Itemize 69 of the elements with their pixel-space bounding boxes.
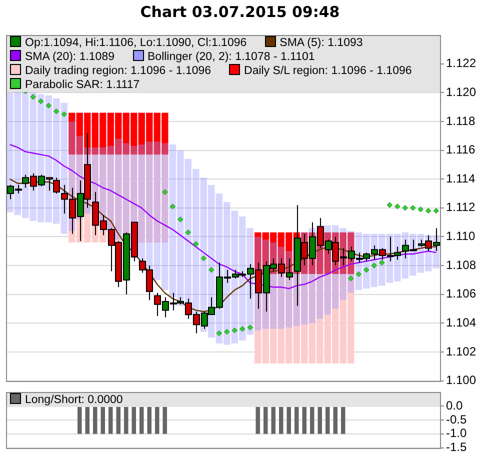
point	[426, 208, 432, 214]
point	[208, 267, 214, 273]
point	[348, 276, 354, 282]
bar	[169, 144, 176, 298]
point	[54, 108, 60, 114]
point	[418, 206, 424, 212]
y-tick-label: -1.5	[446, 440, 468, 454]
bar	[340, 228, 346, 300]
bar	[239, 216, 246, 340]
chart-title: Chart 03.07.2015 09:48	[139, 3, 341, 21]
y-tick-label: 1.122	[446, 56, 476, 70]
legend-label: Parabolic SAR: 1.1117	[24, 78, 140, 92]
point	[394, 204, 400, 210]
legend-label: Daily trading region: 1.1096 - 1.1096	[24, 64, 212, 78]
y-tick-label: 1.112	[446, 200, 476, 214]
legend-label: SMA (20): 1.1089	[24, 50, 114, 64]
point	[185, 230, 191, 236]
y-tick-label: 1.116	[446, 142, 476, 157]
y-tick-label: 1.102	[446, 344, 476, 358]
y-tick-label: 1.100	[446, 373, 476, 388]
point	[61, 111, 67, 118]
point	[402, 205, 408, 211]
legend-label: Long/Short: 0.0000	[24, 393, 123, 408]
bar	[162, 143, 168, 290]
bar	[45, 96, 52, 222]
bar	[224, 202, 230, 345]
bar	[154, 142, 160, 280]
y-tick-label: 0.0	[446, 398, 464, 412]
y-tick-label: 1.110	[446, 229, 476, 244]
y-tick-label: -1.0	[446, 426, 468, 440]
y-tick-label: 1.118	[446, 114, 476, 128]
bar	[177, 150, 184, 306]
bar	[192, 169, 200, 324]
point	[216, 330, 222, 336]
y-tick-label: 1.106	[446, 286, 476, 301]
point	[46, 102, 52, 108]
point	[379, 260, 385, 266]
point	[371, 262, 377, 268]
point	[410, 205, 416, 211]
point	[170, 204, 176, 210]
point	[193, 241, 199, 247]
point	[200, 255, 206, 262]
y-tick-label: 1.104	[446, 315, 476, 330]
legend-label: SMA (5): 1.1093	[278, 36, 363, 50]
bar	[208, 184, 215, 338]
point	[247, 324, 253, 330]
point	[178, 216, 184, 222]
y-tick-label: 1.108	[446, 258, 476, 272]
point	[433, 208, 439, 214]
y-tick-label: 1.120	[446, 84, 476, 99]
bar	[22, 91, 29, 218]
legend-label: Daily S/L region: 1.1096 - 1.1096	[243, 64, 412, 78]
point	[386, 202, 392, 208]
bar	[14, 91, 21, 216]
bar	[410, 234, 416, 276]
point	[162, 189, 168, 195]
point	[232, 328, 238, 334]
point	[30, 94, 36, 100]
y-tick-label: 1.114	[446, 171, 476, 186]
point	[38, 98, 44, 104]
point	[356, 271, 362, 278]
y-tick-label: -0.5	[446, 412, 468, 426]
legend-label: Op:1.1094, Hi:1.1106, Lo:1.1090, Cl:1.1096	[24, 36, 247, 50]
point	[240, 326, 246, 332]
point	[364, 267, 370, 273]
point	[224, 328, 230, 335]
bar	[115, 138, 122, 240]
legend-label: Bollinger (20, 2): 1.1078 - 1.1101	[146, 50, 315, 64]
bar	[231, 210, 238, 344]
